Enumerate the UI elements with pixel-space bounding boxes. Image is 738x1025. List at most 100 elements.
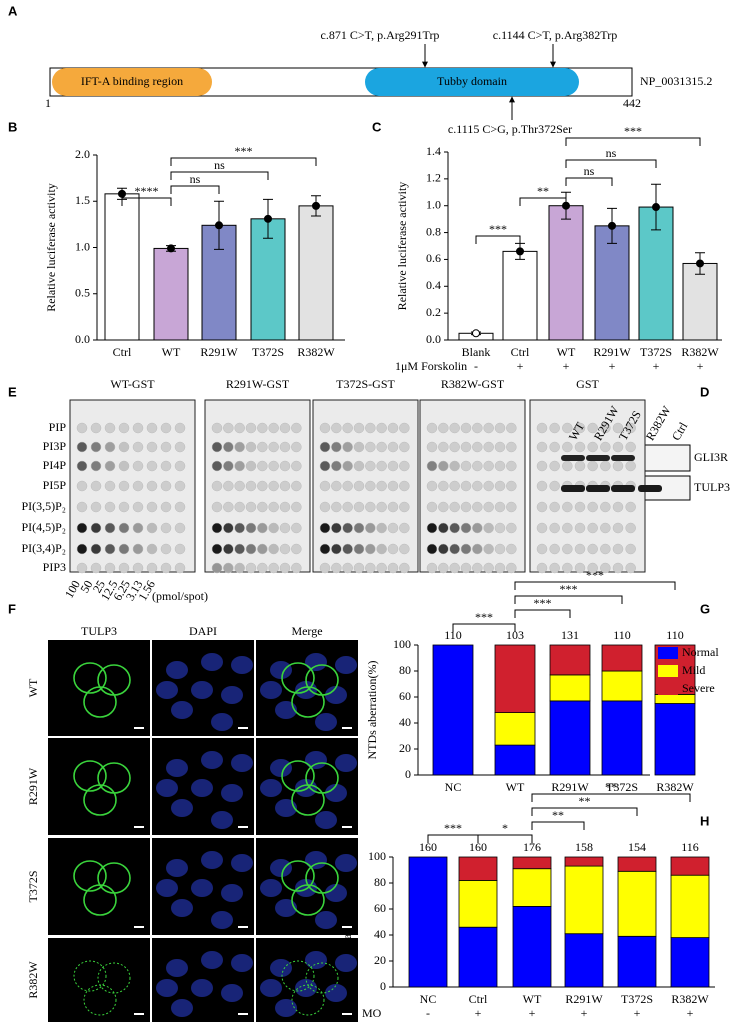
blot-dot	[536, 460, 548, 472]
nucleus	[191, 879, 213, 897]
blot-dot	[506, 460, 517, 472]
blot-dot	[506, 422, 517, 434]
blot-dot	[472, 543, 483, 555]
x-tick-label: R291W	[565, 992, 603, 1006]
blot-dot	[291, 501, 302, 513]
blot-dot	[331, 562, 342, 574]
blot-dot	[146, 480, 158, 492]
blot-dot	[211, 441, 223, 453]
blot-dot	[279, 562, 291, 574]
blot-dot	[257, 480, 268, 492]
blot-dot	[449, 480, 460, 492]
blot-dot	[365, 501, 376, 513]
blot-dot	[90, 441, 102, 453]
blot-dot	[331, 422, 342, 434]
blot-dot	[483, 522, 494, 534]
x-tick-label: R382W	[297, 345, 335, 359]
blot-dot	[574, 522, 586, 534]
bar-segment	[512, 868, 552, 907]
x-tick-label: R382W	[681, 345, 719, 359]
blot-dot	[319, 422, 331, 434]
y-axis-label: NTDs aberration(%)	[365, 661, 379, 760]
blot-dot	[587, 460, 598, 472]
mean-point	[312, 201, 320, 210]
blot-dot	[245, 460, 257, 472]
nucleus	[275, 999, 297, 1017]
blot-dot	[426, 460, 438, 472]
blot-dot	[342, 562, 353, 574]
mean-point	[696, 259, 704, 268]
mean-point	[652, 203, 660, 212]
blot-dot	[118, 543, 130, 555]
nucleus	[211, 911, 233, 929]
blot-dot	[574, 543, 586, 555]
bar-segment	[512, 906, 552, 988]
blot-dot	[472, 422, 483, 434]
legend-swatch	[658, 665, 678, 677]
blot-dot	[426, 522, 438, 534]
blot-dot	[483, 562, 494, 574]
blot-dot	[268, 460, 279, 472]
blot-dot	[426, 543, 438, 555]
blot-dot	[118, 501, 130, 513]
blot-dot	[174, 480, 186, 492]
blot-dot	[460, 543, 472, 555]
blot-dot	[353, 501, 365, 513]
x-tick-label: R291W	[593, 345, 631, 359]
y-tick-label: 40	[374, 927, 386, 941]
band	[586, 485, 610, 492]
blot-dot	[211, 460, 223, 472]
significance-label: ***	[534, 596, 552, 610]
sample-size: 160	[419, 840, 437, 854]
blot-dot	[438, 422, 449, 434]
blot-dot	[211, 543, 223, 555]
x-tick-label: Ctrl	[113, 345, 132, 359]
blot-dot	[472, 441, 483, 453]
membrane-signal	[83, 784, 117, 816]
significance-bracket	[531, 807, 638, 816]
blot-dot	[387, 460, 399, 472]
blot-dot	[483, 460, 494, 472]
blot-dot	[472, 522, 483, 534]
blot-dot	[257, 543, 268, 555]
blot-dot	[438, 460, 449, 472]
blot-dot	[587, 522, 598, 534]
blot-dot	[472, 501, 483, 513]
significance-bracket	[475, 235, 521, 244]
lipid-label: PI5P	[43, 478, 67, 492]
blot-dot	[494, 543, 506, 555]
blot-dot	[331, 543, 342, 555]
blot-dot	[574, 501, 586, 513]
significance-bracket	[565, 159, 657, 168]
blot-dot	[562, 501, 573, 513]
blot-dot	[174, 562, 186, 574]
sample-size: 131	[561, 628, 579, 642]
row-label: R291W	[26, 767, 40, 805]
band	[611, 485, 635, 492]
nucleus	[166, 859, 188, 877]
blot-dot	[160, 422, 172, 434]
y-tick-label: 60	[399, 689, 411, 703]
blot-dot	[600, 441, 611, 453]
blot-dot	[234, 562, 245, 574]
significance-label: ***	[444, 821, 462, 835]
blot-dot	[376, 501, 387, 513]
blot-dot	[600, 501, 611, 513]
y-tick-label: 80	[374, 875, 386, 889]
blot-dot	[612, 522, 624, 534]
blot-dot	[279, 441, 291, 453]
blot-dot	[353, 460, 365, 472]
bar-segment	[564, 856, 604, 867]
blot-dot	[245, 543, 257, 555]
blot-dot	[279, 480, 291, 492]
blot-dot	[449, 562, 460, 574]
band	[586, 455, 610, 461]
x-tick-label: Ctrl	[469, 992, 488, 1006]
blot-dot	[399, 460, 410, 472]
blot-dot	[342, 441, 353, 453]
blot-dot	[76, 501, 88, 513]
blot-dot	[291, 441, 302, 453]
blot-dot	[562, 562, 573, 574]
bar-segment	[408, 856, 448, 988]
treatment-value: +	[529, 1006, 536, 1020]
